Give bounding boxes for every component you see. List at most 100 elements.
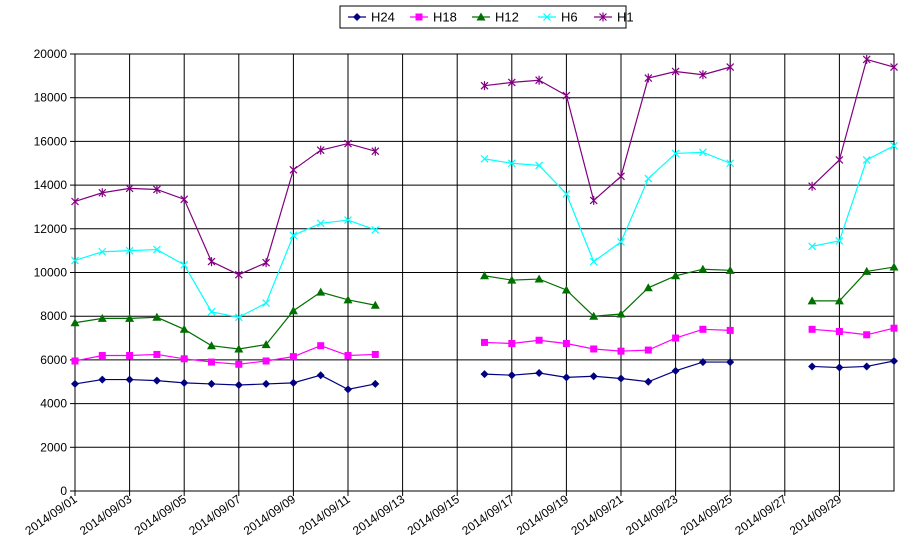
- data-point: [480, 370, 489, 379]
- data-point: [97, 313, 107, 322]
- data-point: [125, 313, 135, 322]
- x-tick-label: 2014/09/07: [186, 492, 243, 538]
- data-point: [698, 264, 708, 273]
- series-line: [484, 268, 731, 317]
- data-point: [534, 274, 544, 283]
- data-point: [343, 295, 353, 304]
- data-point: [71, 379, 79, 388]
- data-point: [725, 265, 735, 274]
- data-point: [371, 225, 380, 234]
- data-point: [562, 189, 571, 198]
- data-point: [671, 149, 680, 158]
- y-tick-label: 20000: [34, 47, 68, 61]
- data-point: [152, 376, 161, 385]
- data-point: [125, 246, 134, 255]
- data-point: [644, 73, 653, 83]
- data-point: [262, 299, 271, 308]
- data-point: [589, 257, 598, 266]
- data-point: [316, 371, 325, 380]
- legend-item-h12: H12: [472, 10, 519, 25]
- data-point: [316, 145, 325, 155]
- data-point: [234, 381, 243, 390]
- y-tick-label: 4000: [40, 397, 67, 411]
- x-tick-label: 2014/09/17: [459, 492, 516, 538]
- data-point: [481, 338, 488, 346]
- data-point: [207, 341, 216, 350]
- data-point: [562, 91, 571, 101]
- data-point: [507, 275, 517, 284]
- legend-item-h24: H24: [348, 10, 395, 25]
- data-point: [289, 231, 298, 240]
- data-point: [835, 363, 844, 372]
- data-point: [261, 340, 271, 349]
- data-point: [179, 324, 189, 333]
- series-h1: [71, 54, 898, 280]
- data-point: [98, 247, 107, 256]
- data-point: [726, 62, 735, 72]
- data-point: [207, 379, 216, 388]
- legend-label: H12: [495, 10, 519, 25]
- data-point: [890, 62, 898, 72]
- data-point: [344, 385, 352, 394]
- data-point: [862, 156, 871, 164]
- y-tick-label: 2000: [40, 440, 67, 454]
- data-point: [507, 159, 516, 168]
- data-point: [234, 313, 243, 322]
- data-point: [807, 296, 817, 305]
- data-point: [863, 331, 871, 339]
- data-point: [344, 139, 352, 149]
- data-point: [698, 148, 707, 157]
- data-point: [262, 379, 271, 388]
- data-point: [562, 340, 570, 348]
- data-point: [289, 165, 298, 175]
- legend-label: H24: [371, 10, 395, 25]
- data-point: [152, 312, 162, 321]
- data-point: [808, 362, 817, 371]
- legend-marker: [543, 13, 551, 21]
- data-point: [726, 326, 734, 334]
- series-h6: [71, 141, 898, 322]
- series-line: [811, 58, 895, 187]
- data-point: [643, 283, 653, 292]
- data-point: [835, 155, 844, 165]
- data-point: [234, 344, 244, 353]
- legend-marker: [476, 12, 486, 21]
- series-line: [74, 374, 376, 391]
- data-point: [561, 285, 571, 294]
- data-point: [890, 324, 898, 332]
- y-tick-label: 14000: [34, 178, 68, 192]
- data-point: [234, 270, 243, 280]
- data-point: [617, 171, 625, 181]
- legend-marker: [353, 13, 361, 21]
- series-line: [812, 266, 895, 302]
- data-point: [370, 300, 380, 309]
- data-point: [835, 327, 843, 335]
- data-point: [207, 307, 216, 316]
- data-point: [890, 356, 898, 365]
- data-point: [644, 377, 653, 386]
- data-point: [834, 296, 844, 305]
- data-point: [507, 77, 516, 87]
- y-tick-label: 10000: [34, 266, 68, 280]
- data-point: [616, 309, 626, 318]
- legend-label: H1: [617, 10, 634, 25]
- data-point: [535, 75, 544, 85]
- data-point: [316, 287, 326, 296]
- legend-marker: [415, 13, 423, 21]
- series-line: [812, 360, 895, 369]
- data-point: [535, 161, 544, 170]
- x-tick-label: 2014/09/09: [241, 492, 298, 538]
- data-point: [808, 242, 817, 251]
- data-point: [344, 216, 352, 224]
- axes: 0 2000 4000 6000 8000 10000 12000 14000 16000 180…: [22, 47, 844, 538]
- x-tick-label: 2014/09/03: [77, 492, 134, 538]
- series-h24: [71, 356, 898, 394]
- data-point: [71, 357, 79, 365]
- data-point: [98, 375, 107, 384]
- series-line: [74, 291, 376, 350]
- data-point: [208, 358, 215, 366]
- x-tick-label: 2014/09/15: [405, 492, 462, 538]
- data-point: [262, 258, 271, 268]
